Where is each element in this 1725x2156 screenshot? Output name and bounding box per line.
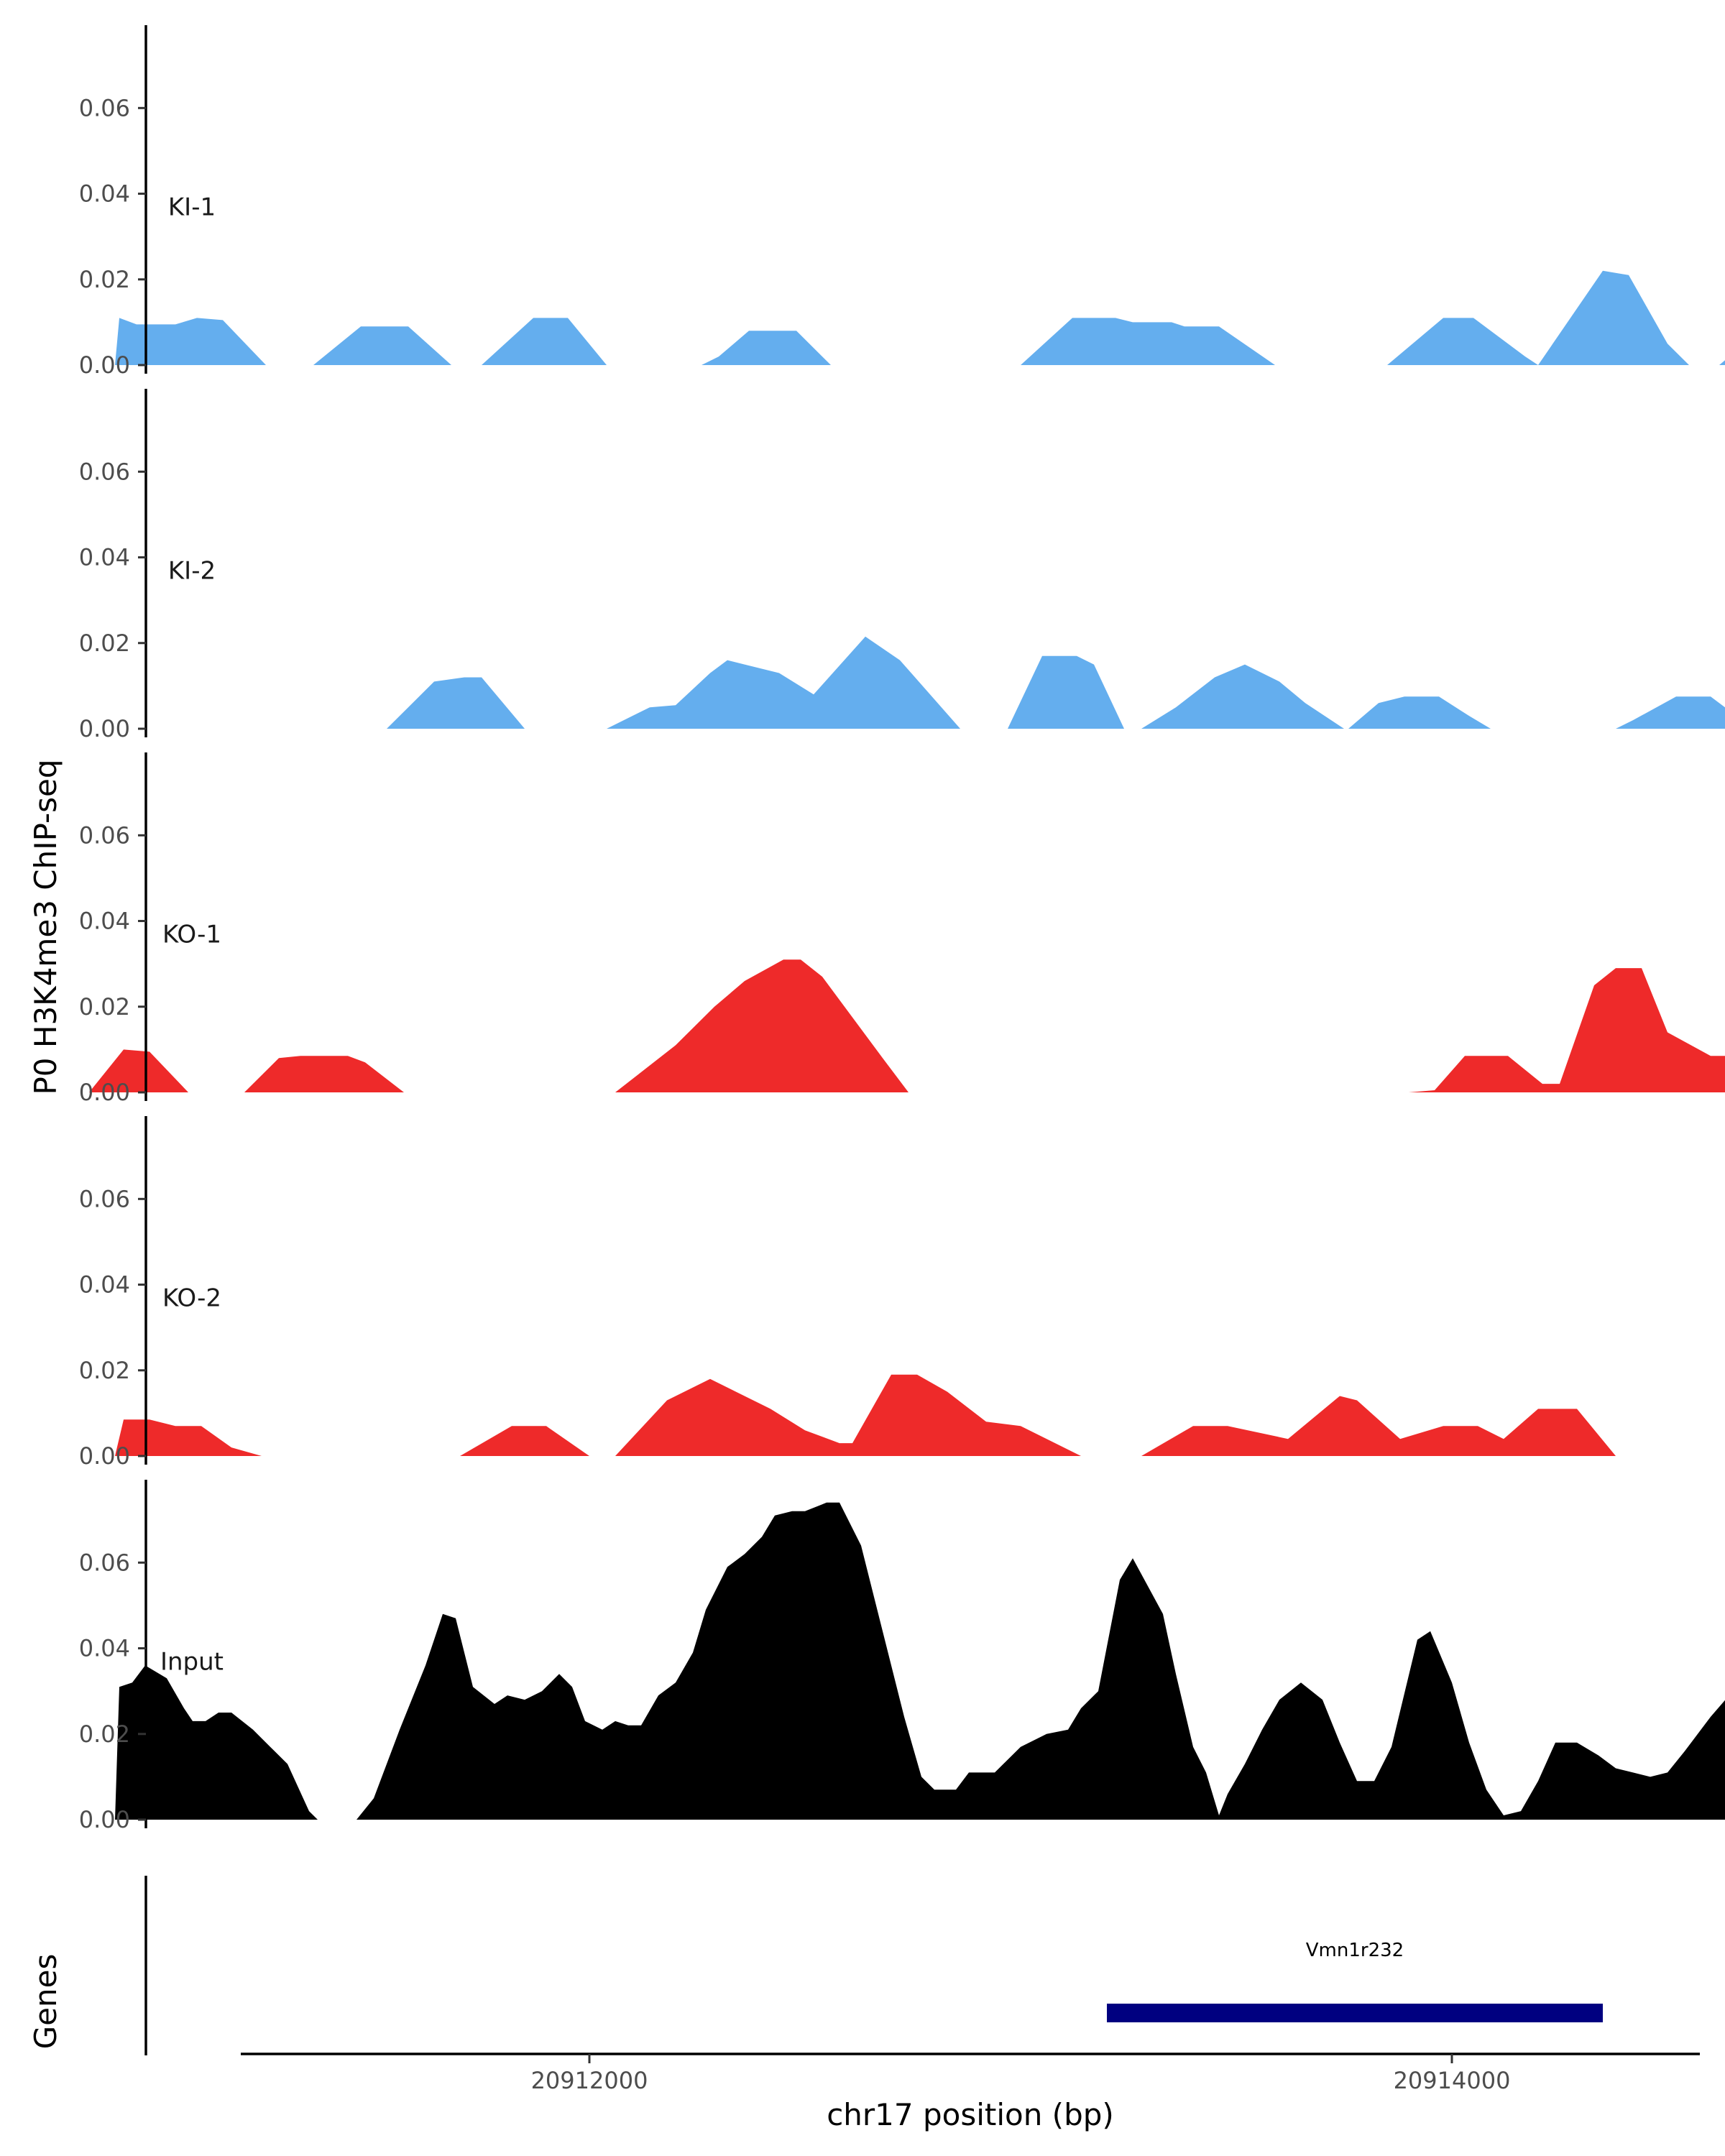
genes-panel: Genes Vmn1r232 bbox=[28, 1876, 1603, 2055]
track-ki-1-y-tick-label-3: 0.06 bbox=[79, 94, 130, 121]
track-ki-1-y-tick-label-2: 0.04 bbox=[79, 180, 130, 208]
track-input-y-tick-label-1: 0.02 bbox=[79, 1720, 130, 1748]
track-ko-2-peak-3 bbox=[615, 1374, 1081, 1456]
track-ko-2-label: KO-2 bbox=[162, 1284, 221, 1312]
tracks-layer: 0.00 0.02 0.04 0.06 KI-1 0.00 0.02 0.04 0.06 KI-2… bbox=[79, 25, 1725, 1833]
x-tick-label-0: 20912000 bbox=[531, 2067, 648, 2094]
track-ki-2-label: KI-2 bbox=[168, 556, 216, 585]
track-ko-2-peak-1 bbox=[115, 1419, 262, 1456]
track-ki-2-peak-1 bbox=[387, 677, 525, 729]
track-ko-1-y-tick-label-1: 0.02 bbox=[79, 993, 130, 1021]
track-input-label: Input bbox=[160, 1647, 224, 1676]
x-ticks: 209120002091400020916000 bbox=[531, 2054, 1511, 2094]
x-axis-label: chr17 position (bp) bbox=[827, 2097, 1114, 2132]
track-ki-1: 0.00 0.02 0.04 0.06 KI-1 bbox=[79, 25, 1725, 379]
track-input-peak-2 bbox=[356, 1502, 1725, 1820]
track-ko-2-y-tick-label-2: 0.04 bbox=[79, 1271, 130, 1299]
track-ki-2-peak-2 bbox=[607, 636, 960, 729]
track-ki-2-peak-3 bbox=[1008, 655, 1124, 729]
track-input-y-tick-label-0: 0.00 bbox=[79, 1806, 130, 1833]
track-input: 0.00 0.02 0.04 0.06 Input bbox=[79, 1480, 1725, 1833]
track-ko-1-y-tick-label-2: 0.04 bbox=[79, 908, 130, 935]
track-ko-1-peak-2 bbox=[244, 1056, 404, 1092]
track-ko-2-y-tick-label-0: 0.00 bbox=[79, 1442, 130, 1470]
track-ki-2-y-tick-label-0: 0.00 bbox=[79, 715, 130, 742]
x-tick-label-1: 20914000 bbox=[1394, 2067, 1511, 2094]
track-ki-1-peak-6 bbox=[1387, 270, 1689, 365]
track-ko-1-peak-4 bbox=[1409, 968, 1725, 1092]
genes-axis-label: Genes bbox=[28, 1954, 63, 2050]
track-ko-2: 0.00 0.02 0.04 0.06 KO-2 bbox=[79, 1116, 1616, 1470]
track-input-y-tick-label-2: 0.04 bbox=[79, 1635, 130, 1662]
track-ko-1-peak-3 bbox=[615, 959, 908, 1092]
track-ki-2-peak-5 bbox=[1348, 696, 1491, 729]
track-ko-1-y-tick-label-3: 0.06 bbox=[79, 821, 130, 849]
gene-vmn1r232-label: Vmn1r232 bbox=[1306, 1940, 1404, 1961]
y-axis-label: P0 H3K4me3 ChIP-seq bbox=[28, 759, 63, 1095]
track-ko-2-peak-4 bbox=[1141, 1396, 1616, 1456]
track-ko-1-peak-1 bbox=[89, 1049, 188, 1092]
track-input-peak-1 bbox=[115, 1665, 318, 1820]
track-ki-1-label: KI-1 bbox=[168, 193, 216, 221]
track-ki-1-y-tick-label-0: 0.00 bbox=[79, 351, 130, 379]
x-axis: 209120002091400020916000 chr17 position … bbox=[241, 2053, 1700, 2132]
track-ko-1: 0.00 0.02 0.04 0.06 KO-1 bbox=[79, 752, 1725, 1106]
track-input-y-tick-label-3: 0.06 bbox=[79, 1549, 130, 1576]
track-ki-2-y-tick-label-2: 0.04 bbox=[79, 544, 130, 571]
track-ko-2-y-tick-label-1: 0.02 bbox=[79, 1357, 130, 1384]
track-ki-2-peak-6 bbox=[1616, 696, 1725, 729]
track-ki-1-peak-3 bbox=[482, 318, 607, 365]
track-ki-2-peak-4 bbox=[1141, 664, 1344, 729]
track-ki-1-y-tick-label-1: 0.02 bbox=[79, 266, 130, 293]
track-ko-2-y-tick-label-3: 0.06 bbox=[79, 1185, 130, 1212]
track-ko-1-y-tick-label-0: 0.00 bbox=[79, 1079, 130, 1106]
track-ki-1-peak-7 bbox=[1719, 360, 1725, 365]
track-ko-2-peak-2 bbox=[460, 1426, 589, 1456]
track-ki-2-y-tick-label-3: 0.06 bbox=[79, 458, 130, 485]
track-ki-1-peak-5 bbox=[1021, 318, 1275, 365]
gene-vmn1r232-bar bbox=[1107, 2004, 1603, 2022]
track-ki-2: 0.00 0.02 0.04 0.06 KI-2 bbox=[79, 389, 1725, 742]
track-ki-1-peak-1 bbox=[115, 318, 266, 365]
track-ko-1-label: KO-1 bbox=[162, 920, 221, 949]
track-ki-1-peak-4 bbox=[702, 331, 831, 365]
track-ki-2-y-tick-label-1: 0.02 bbox=[79, 630, 130, 657]
track-ki-1-peak-2 bbox=[313, 326, 451, 365]
